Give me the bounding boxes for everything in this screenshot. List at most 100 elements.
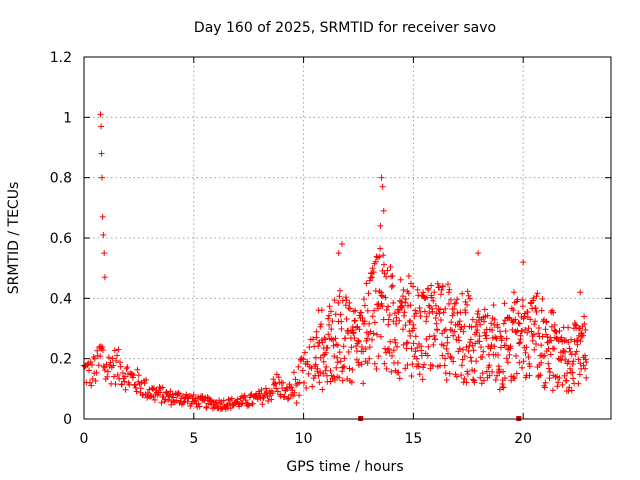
- data-point: [429, 308, 436, 315]
- data-point: [473, 358, 480, 365]
- data-point: [425, 343, 432, 350]
- data-point: [360, 380, 367, 387]
- data-point: [558, 334, 565, 341]
- data-point: [312, 361, 319, 368]
- data-point: [100, 231, 107, 238]
- data-point: [494, 321, 501, 328]
- data-point: [519, 303, 526, 310]
- data-point: [431, 332, 438, 339]
- data-point: [332, 335, 339, 342]
- data-point: [476, 333, 483, 340]
- data-point: [553, 328, 560, 335]
- data-point: [420, 289, 427, 296]
- data-point: [402, 322, 409, 329]
- data-point: [165, 396, 172, 403]
- data-point: [319, 339, 326, 346]
- data-point: [535, 325, 542, 332]
- data-point: [530, 297, 537, 304]
- data-point: [433, 320, 440, 327]
- data-point: [488, 342, 495, 349]
- data-point: [366, 344, 373, 351]
- data-point: [408, 372, 415, 379]
- data-point: [542, 379, 549, 386]
- data-point: [318, 307, 325, 314]
- data-point: [352, 317, 359, 324]
- data-point: [355, 337, 362, 344]
- data-point: [457, 309, 464, 316]
- data-point: [499, 384, 506, 391]
- data-point: [381, 360, 388, 367]
- data-point: [563, 377, 570, 384]
- data-point: [377, 333, 384, 340]
- data-point: [497, 328, 504, 335]
- data-point: [308, 365, 315, 372]
- data-point: [421, 308, 428, 315]
- data-point: [514, 327, 521, 334]
- data-point: [516, 320, 523, 327]
- data-point: [555, 379, 562, 386]
- data-point: [364, 307, 371, 314]
- data-point: [346, 299, 353, 306]
- data-point: [390, 347, 397, 354]
- data-point: [541, 352, 548, 359]
- data-point: [418, 352, 425, 359]
- data-point: [414, 286, 421, 293]
- data-point: [352, 307, 359, 314]
- data-point: [270, 376, 277, 383]
- data-point: [86, 379, 93, 386]
- data-point: [358, 361, 365, 368]
- data-point: [122, 386, 129, 393]
- data-point: [532, 305, 539, 312]
- data-point: [559, 353, 566, 360]
- data-point: [444, 339, 451, 346]
- data-point: [401, 312, 408, 319]
- data-point: [492, 376, 499, 383]
- data-point: [135, 372, 142, 379]
- data-point: [379, 183, 386, 190]
- data-point: [331, 297, 338, 304]
- data-point: [254, 396, 261, 403]
- data-point: [163, 389, 170, 396]
- data-point: [325, 331, 332, 338]
- data-point: [502, 328, 509, 335]
- data-point: [559, 381, 566, 388]
- data-point: [320, 358, 327, 365]
- data-point: [336, 374, 343, 381]
- data-point: [501, 300, 508, 307]
- data-point: [124, 364, 131, 371]
- data-point: [533, 308, 540, 315]
- data-point: [121, 373, 128, 380]
- data-point: [452, 300, 459, 307]
- data-point: [510, 374, 517, 381]
- data-point: [448, 319, 455, 326]
- data-point: [336, 349, 343, 356]
- data-point: [446, 370, 453, 377]
- data-point: [371, 360, 378, 367]
- data-point: [368, 336, 375, 343]
- data-point: [396, 375, 403, 382]
- data-points: [80, 111, 590, 413]
- data-point: [183, 391, 190, 398]
- data-point: [385, 316, 392, 323]
- data-point: [418, 343, 425, 350]
- data-point: [423, 313, 430, 320]
- data-point: [382, 294, 389, 301]
- data-point: [195, 400, 202, 407]
- data-point: [524, 309, 531, 316]
- data-point: [480, 318, 487, 325]
- data-point: [456, 345, 463, 352]
- data-point: [384, 267, 391, 274]
- data-point: [328, 326, 335, 333]
- data-point: [523, 344, 530, 351]
- data-point: [387, 338, 394, 345]
- data-point: [371, 319, 378, 326]
- data-point: [394, 359, 401, 366]
- data-point: [391, 336, 398, 343]
- data-point: [465, 347, 472, 354]
- data-point: [535, 330, 542, 337]
- data-point: [478, 344, 485, 351]
- data-point: [327, 378, 334, 385]
- data-point: [390, 299, 397, 306]
- data-point: [92, 378, 99, 385]
